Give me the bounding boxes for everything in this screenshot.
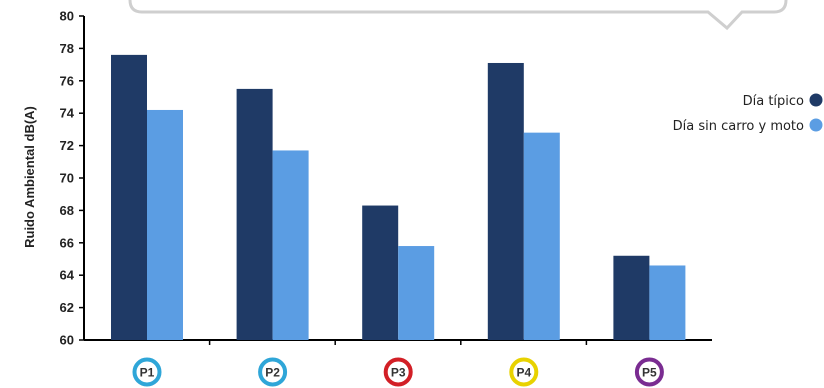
category-badges: P1 P2 P3 P4 P5: [132, 357, 664, 387]
bar-p2-series-1: [236, 88, 273, 341]
x-tick-label: P4: [516, 366, 531, 380]
y-tick-label: 76: [60, 73, 74, 88]
legend-entry-label: Día sin carro y moto: [673, 119, 804, 134]
y-tick-label: 80: [60, 9, 74, 24]
y-tick-label: 74: [60, 106, 75, 121]
category-badge-ring: [258, 357, 288, 387]
category-badge-ring: [383, 357, 413, 387]
bar-p3-series-2: [398, 246, 435, 340]
y-tick-label: 60: [60, 333, 74, 348]
x-tick-label: P5: [642, 366, 657, 380]
bar-p2-series-2: [272, 150, 309, 340]
bar-p1-series-1: [111, 54, 147, 340]
y-tick-label: 72: [60, 138, 74, 153]
y-tick-label: 64: [60, 268, 75, 283]
bar-p5-series-1: [613, 255, 650, 340]
legend: Día típico Día sin carro y moto: [673, 93, 823, 134]
x-axis: [84, 339, 712, 345]
bar-p1-series-2: [147, 109, 183, 341]
category-badge-ring: [634, 357, 664, 387]
y-tick-label: 78: [60, 41, 74, 56]
y-axis-label: Ruido Ambiental dB(A): [22, 106, 37, 248]
legend-marker: [809, 93, 823, 107]
x-tick-label: P2: [265, 366, 280, 380]
y-tick-label: 62: [60, 300, 74, 315]
bar-p4-series-1: [487, 62, 524, 340]
legend-entry-label: Día típico: [743, 94, 804, 109]
bars: [111, 54, 686, 341]
y-tick-label: 70: [60, 171, 74, 186]
callout-bubble: [128, 0, 788, 31]
bar-p4-series-2: [523, 132, 560, 340]
category-badge-ring: [509, 357, 539, 387]
bar-p5-series-2: [649, 265, 686, 340]
bar-p3-series-1: [362, 205, 399, 340]
category-badge-ring: [132, 357, 162, 387]
y-tick-label: 68: [60, 203, 74, 218]
legend-marker: [809, 118, 823, 132]
x-tick-label: P3: [391, 366, 406, 380]
y-tick-label: 66: [60, 235, 74, 250]
x-tick-label: P1: [140, 366, 155, 380]
y-axis: 60 62 64 66 68 70 72 74 76 78 80: [60, 9, 85, 348]
